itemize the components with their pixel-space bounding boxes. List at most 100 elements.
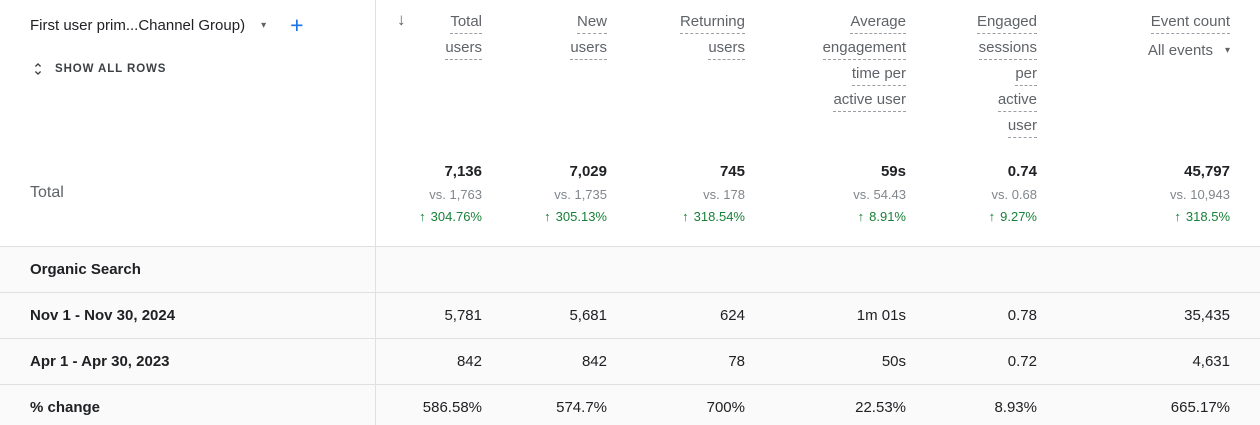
row-label: % change xyxy=(30,399,101,416)
header-line: Event count xyxy=(1150,13,1230,34)
cell-avg-engagement-time: 1m 01s xyxy=(856,307,906,324)
table-row-date-range-1: Nov 1 - Nov 30, 2024 5,781 5,681 624 1m … xyxy=(0,292,1260,338)
change-percent: 304.76% xyxy=(430,208,482,224)
metric-value: 59s xyxy=(880,162,906,180)
dimension-controls: First user prim...Channel Group) ▾ + xyxy=(30,14,304,37)
total-cell-event-count: 45,797 vs. 10,943 ↑ 318.5% xyxy=(1037,140,1260,246)
empty-cell xyxy=(906,247,1037,292)
cell-event-count: 665.17% xyxy=(1170,399,1230,416)
chevron-down-icon: ▾ xyxy=(261,19,267,31)
total-cell-returning-users: 745 vs. 178 ↑ 318.54% xyxy=(607,140,745,246)
cell-event-count: 35,435 xyxy=(1184,307,1230,324)
header-line: per xyxy=(1015,65,1037,86)
cell-new-users: 574.7% xyxy=(556,399,607,416)
cell-engaged-sessions: 0.72 xyxy=(1007,353,1037,370)
cell-returning-users: 700% xyxy=(706,399,745,416)
change-percent: 8.91% xyxy=(869,208,906,224)
header-controls: First user prim...Channel Group) ▾ + SHO… xyxy=(0,0,375,143)
total-row-label: Total xyxy=(30,184,64,201)
table-header: First user prim...Channel Group) ▾ + SHO… xyxy=(0,0,1260,140)
empty-cell xyxy=(607,247,745,292)
change-badge: ↑ 304.76% xyxy=(419,209,482,224)
all-events-label: All events xyxy=(1147,42,1213,59)
header-line: Engaged xyxy=(976,13,1037,34)
change-badge: ↑ 9.27% xyxy=(989,209,1037,224)
change-percent: 318.5% xyxy=(1185,208,1230,224)
comparison-value: vs. 178 xyxy=(703,186,745,202)
header-line: users xyxy=(570,39,607,60)
change-badge: ↑ 305.13% xyxy=(544,209,607,224)
column-header-new-users[interactable]: New users xyxy=(482,0,607,143)
header-line: users xyxy=(708,39,745,60)
cell-avg-engagement-time: 50s xyxy=(881,353,906,370)
change-percent: 9.27% xyxy=(1000,208,1037,224)
all-events-selector[interactable]: All events ▾ xyxy=(1148,42,1230,59)
comparison-value: vs. 1,763 xyxy=(429,186,482,202)
cell-avg-engagement-time: 22.53% xyxy=(855,399,906,416)
row-label: Apr 1 - Apr 30, 2023 xyxy=(30,353,170,370)
header-line: Total xyxy=(450,13,482,34)
header-line: Returning xyxy=(679,13,745,34)
header-line: active user xyxy=(833,91,906,112)
header-line: time per xyxy=(851,65,906,86)
table-row-percent-change: % change 586.58% 574.7% 700% 22.53% 8.93… xyxy=(0,384,1260,425)
header-line: users xyxy=(445,39,482,60)
metric-value: 45,797 xyxy=(1184,162,1230,180)
column-header-engaged-sessions[interactable]: Engaged sessions per active user xyxy=(906,0,1037,143)
header-line: Average xyxy=(850,13,906,34)
up-arrow-icon: ↑ xyxy=(682,208,689,224)
unfold-more-icon xyxy=(34,63,42,75)
cell-total-users: 586.58% xyxy=(422,399,482,416)
row-label: Nov 1 - Nov 30, 2024 xyxy=(30,307,176,324)
change-percent: 305.13% xyxy=(555,208,607,224)
change-badge: ↑ 318.54% xyxy=(682,209,745,224)
metric-value: 7,136 xyxy=(444,162,482,180)
dimension-dropdown[interactable]: First user prim...Channel Group) ▾ xyxy=(30,17,266,34)
add-dimension-button[interactable]: + xyxy=(290,12,304,38)
header-line: active xyxy=(997,91,1037,112)
cell-new-users: 5,681 xyxy=(569,307,607,324)
table-row-date-range-2: Apr 1 - Apr 30, 2023 842 842 78 50s 0.72… xyxy=(0,338,1260,384)
total-cell-total-users: 7,136 vs. 1,763 ↑ 304.76% xyxy=(375,140,482,246)
total-cell-new-users: 7,029 vs. 1,735 ↑ 305.13% xyxy=(482,140,607,246)
metric-value: 0.74 xyxy=(1007,162,1037,180)
cell-engaged-sessions: 0.78 xyxy=(1007,307,1037,324)
column-header-returning-users[interactable]: Returning users xyxy=(607,0,745,143)
column-header-event-count[interactable]: Event count All events ▾ xyxy=(1037,0,1260,143)
change-badge: ↑ 318.5% xyxy=(1174,209,1230,224)
sort-descending-icon[interactable]: ↓ xyxy=(397,10,406,29)
cell-returning-users: 78 xyxy=(728,353,745,370)
show-all-rows-button[interactable]: SHOW ALL ROWS xyxy=(30,61,166,77)
row-label: Organic Search xyxy=(30,261,141,278)
cell-engaged-sessions: 8.93% xyxy=(994,399,1037,416)
dimension-dropdown-label: First user prim...Channel Group) xyxy=(30,17,246,34)
header-line: sessions xyxy=(978,39,1037,60)
cell-returning-users: 624 xyxy=(719,307,745,324)
chevron-down-icon: ▾ xyxy=(1224,44,1230,56)
empty-cell xyxy=(1037,247,1260,292)
metric-value: 7,029 xyxy=(569,162,607,180)
change-badge: ↑ 8.91% xyxy=(858,209,906,224)
change-percent: 318.54% xyxy=(693,208,745,224)
header-line: engagement xyxy=(822,39,906,60)
column-header-total-users[interactable]: Total users xyxy=(375,0,482,143)
comparison-value: vs. 1,735 xyxy=(554,186,607,202)
up-arrow-icon: ↑ xyxy=(544,208,551,224)
show-all-rows-label: SHOW ALL ROWS xyxy=(55,63,167,75)
up-arrow-icon: ↑ xyxy=(419,208,426,224)
total-cell-engaged-sessions: 0.74 vs. 0.68 ↑ 9.27% xyxy=(906,140,1037,246)
cell-new-users: 842 xyxy=(581,353,607,370)
column-header-avg-engagement-time[interactable]: Average engagement time per active user xyxy=(745,0,906,143)
total-cell-avg-engagement-time: 59s vs. 54.43 ↑ 8.91% xyxy=(745,140,906,246)
up-arrow-icon: ↑ xyxy=(1174,208,1181,224)
cell-total-users: 842 xyxy=(456,353,482,370)
column-divider xyxy=(375,0,376,425)
cell-total-users: 5,781 xyxy=(444,307,482,324)
comparison-value: vs. 54.43 xyxy=(853,186,906,202)
total-row: Total 7,136 vs. 1,763 ↑ 304.76% 7,029 vs.… xyxy=(0,140,1260,246)
up-arrow-icon: ↑ xyxy=(857,208,865,224)
cell-event-count: 4,631 xyxy=(1192,353,1230,370)
empty-cell xyxy=(745,247,906,292)
empty-cell xyxy=(375,247,482,292)
